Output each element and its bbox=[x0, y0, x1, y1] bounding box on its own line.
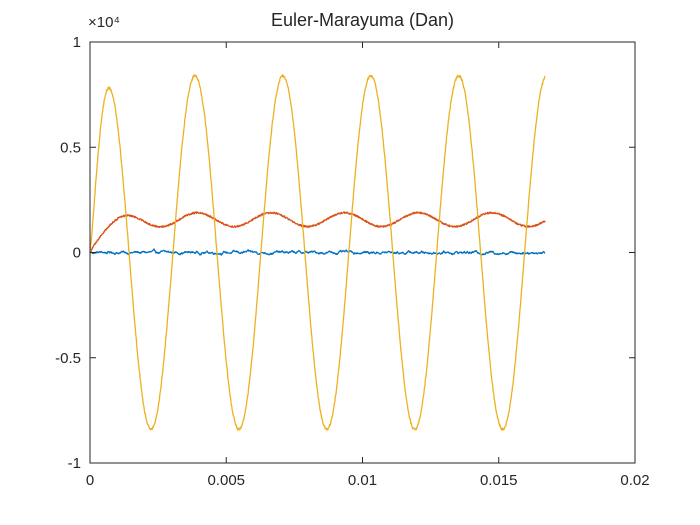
series-2-orange bbox=[89, 211, 546, 254]
x-tick-label: 0.005 bbox=[207, 472, 245, 489]
x-tick-label: 0.015 bbox=[480, 472, 518, 489]
series-1-blue bbox=[89, 248, 546, 256]
y-tick-label: 0.5 bbox=[60, 139, 81, 156]
y-tick-label: -0.5 bbox=[55, 350, 81, 367]
x-tick-label: 0.01 bbox=[348, 472, 377, 489]
x-tick-label: 0.02 bbox=[620, 472, 649, 489]
x-tick-label: 0 bbox=[86, 472, 94, 489]
y-tick-label: 1 bbox=[73, 34, 81, 51]
y-axis-exponent-label: ×10⁴ bbox=[88, 14, 120, 31]
y-tick-label: 0 bbox=[73, 245, 81, 262]
chart-title: Euler-Marayuma (Dan) bbox=[270, 10, 455, 30]
y-tick-label: -1 bbox=[68, 455, 81, 472]
series-3-yellow bbox=[89, 74, 546, 431]
